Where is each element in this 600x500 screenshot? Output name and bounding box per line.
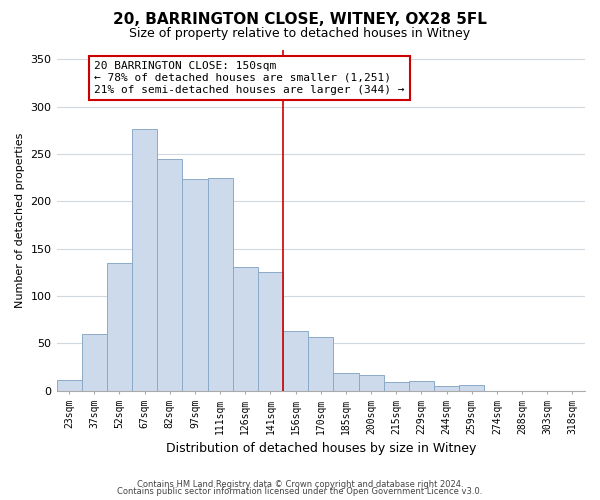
Bar xyxy=(409,382,434,391)
X-axis label: Distribution of detached houses by size in Witney: Distribution of detached houses by size … xyxy=(166,442,476,455)
Bar xyxy=(383,382,409,391)
Bar xyxy=(434,386,459,391)
Bar xyxy=(233,267,258,391)
Text: 20 BARRINGTON CLOSE: 150sqm
← 78% of detached houses are smaller (1,251)
21% of : 20 BARRINGTON CLOSE: 150sqm ← 78% of det… xyxy=(94,62,405,94)
Bar xyxy=(107,263,132,391)
Bar xyxy=(157,159,182,391)
Bar xyxy=(308,337,334,391)
Bar xyxy=(283,331,308,391)
Bar xyxy=(359,374,383,391)
Bar xyxy=(56,380,82,391)
Bar xyxy=(334,373,359,391)
Text: Contains public sector information licensed under the Open Government Licence v3: Contains public sector information licen… xyxy=(118,488,482,496)
Bar xyxy=(132,128,157,391)
Bar xyxy=(459,385,484,391)
Bar xyxy=(182,178,208,391)
Text: Contains HM Land Registry data © Crown copyright and database right 2024.: Contains HM Land Registry data © Crown c… xyxy=(137,480,463,489)
Text: 20, BARRINGTON CLOSE, WITNEY, OX28 5FL: 20, BARRINGTON CLOSE, WITNEY, OX28 5FL xyxy=(113,12,487,28)
Bar xyxy=(258,272,283,391)
Bar xyxy=(208,178,233,391)
Text: Size of property relative to detached houses in Witney: Size of property relative to detached ho… xyxy=(130,28,470,40)
Y-axis label: Number of detached properties: Number of detached properties xyxy=(15,132,25,308)
Bar xyxy=(82,334,107,391)
